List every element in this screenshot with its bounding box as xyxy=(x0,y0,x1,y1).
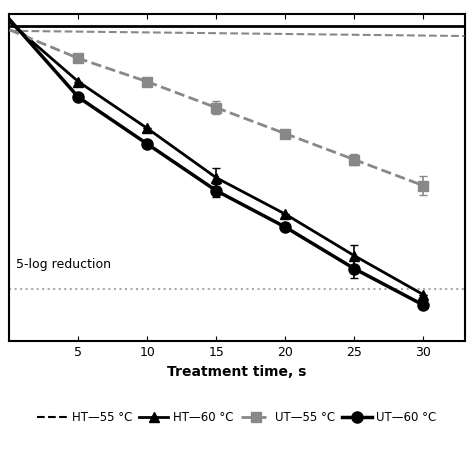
Legend: HT—55 °C, HT—60 °C, UT—55 °C, UT—60 °C: HT—55 °C, HT—60 °C, UT—55 °C, UT—60 °C xyxy=(33,406,441,428)
X-axis label: Treatment time, s: Treatment time, s xyxy=(167,365,307,379)
Text: 5-log reduction: 5-log reduction xyxy=(17,258,111,271)
